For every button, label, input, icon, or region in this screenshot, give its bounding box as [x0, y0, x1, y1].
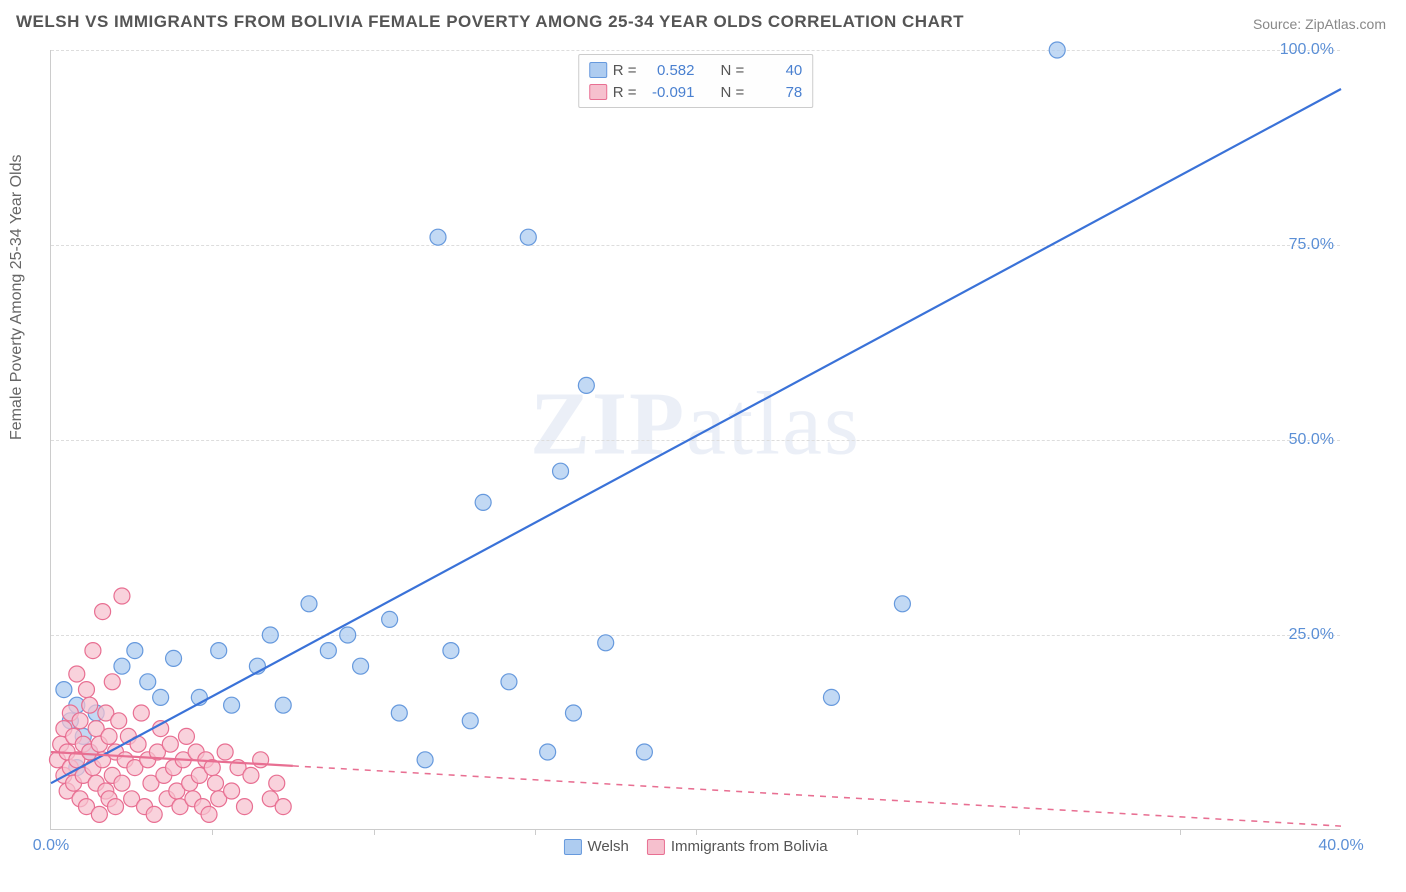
- data-point-bolivia: [178, 728, 194, 744]
- data-point-welsh: [56, 682, 72, 698]
- data-point-bolivia: [201, 806, 217, 822]
- data-point-bolivia: [217, 744, 233, 760]
- data-point-welsh: [166, 650, 182, 666]
- data-point-welsh: [462, 713, 478, 729]
- data-point-welsh: [224, 697, 240, 713]
- data-point-welsh: [475, 494, 491, 510]
- series-legend: Welsh Immigrants from Bolivia: [563, 838, 827, 855]
- legend-swatch-icon: [563, 839, 581, 855]
- data-point-welsh: [275, 697, 291, 713]
- data-point-bolivia: [82, 697, 98, 713]
- data-point-bolivia: [162, 736, 178, 752]
- data-point-bolivia: [69, 666, 85, 682]
- data-point-welsh: [417, 752, 433, 768]
- legend-row-welsh: R =0.582N =40: [589, 59, 803, 81]
- data-point-bolivia: [133, 705, 149, 721]
- data-point-welsh: [540, 744, 556, 760]
- data-point-welsh: [391, 705, 407, 721]
- data-point-welsh: [140, 674, 156, 690]
- data-point-bolivia: [101, 728, 117, 744]
- data-point-bolivia: [114, 588, 130, 604]
- data-point-bolivia: [85, 643, 101, 659]
- data-point-bolivia: [207, 775, 223, 791]
- data-point-welsh: [262, 627, 278, 643]
- data-point-welsh: [1049, 42, 1065, 58]
- data-point-welsh: [520, 229, 536, 245]
- data-point-welsh: [565, 705, 581, 721]
- legend-item-welsh: Welsh: [563, 838, 628, 855]
- chart-title: WELSH VS IMMIGRANTS FROM BOLIVIA FEMALE …: [16, 12, 964, 32]
- data-point-bolivia: [104, 674, 120, 690]
- data-point-welsh: [353, 658, 369, 674]
- data-point-welsh: [211, 643, 227, 659]
- legend-swatch-icon: [589, 84, 607, 100]
- data-point-welsh: [320, 643, 336, 659]
- data-point-bolivia: [224, 783, 240, 799]
- data-point-bolivia: [72, 713, 88, 729]
- data-point-welsh: [598, 635, 614, 651]
- data-point-welsh: [430, 229, 446, 245]
- legend-label: Welsh: [587, 838, 628, 855]
- data-point-bolivia: [237, 799, 253, 815]
- data-point-bolivia: [146, 806, 162, 822]
- legend-swatch-icon: [589, 62, 607, 78]
- data-point-welsh: [301, 596, 317, 612]
- data-point-welsh: [501, 674, 517, 690]
- data-point-welsh: [578, 377, 594, 393]
- data-point-bolivia: [91, 806, 107, 822]
- data-point-welsh: [382, 611, 398, 627]
- y-axis-label: Female Poverty Among 25-34 Year Olds: [8, 155, 26, 441]
- legend-swatch-icon: [647, 839, 665, 855]
- legend-item-bolivia: Immigrants from Bolivia: [647, 838, 828, 855]
- legend-row-bolivia: R =-0.091N =78: [589, 81, 803, 103]
- data-point-bolivia: [108, 799, 124, 815]
- correlation-legend: R =0.582N =40R =-0.091N =78: [578, 54, 814, 108]
- legend-label: Immigrants from Bolivia: [671, 838, 828, 855]
- source-attribution: Source: ZipAtlas.com: [1253, 16, 1386, 32]
- chart-svg: [51, 50, 1340, 829]
- data-point-welsh: [340, 627, 356, 643]
- data-point-welsh: [114, 658, 130, 674]
- data-point-welsh: [823, 689, 839, 705]
- data-point-welsh: [443, 643, 459, 659]
- data-point-welsh: [553, 463, 569, 479]
- data-point-bolivia: [111, 713, 127, 729]
- regression-line-bolivia-extrapolated: [293, 766, 1341, 826]
- data-point-welsh: [127, 643, 143, 659]
- plot-area: ZIPatlas 25.0%50.0%75.0%100.0%0.0%40.0% …: [50, 50, 1340, 830]
- regression-line-welsh: [51, 89, 1341, 783]
- data-point-bolivia: [114, 775, 130, 791]
- data-point-bolivia: [78, 682, 94, 698]
- data-point-welsh: [894, 596, 910, 612]
- data-point-bolivia: [269, 775, 285, 791]
- data-point-welsh: [153, 689, 169, 705]
- data-point-bolivia: [95, 604, 111, 620]
- data-point-bolivia: [275, 799, 291, 815]
- data-point-welsh: [636, 744, 652, 760]
- data-point-bolivia: [243, 767, 259, 783]
- x-tick-label: 40.0%: [1318, 837, 1363, 855]
- x-tick-label: 0.0%: [33, 837, 69, 855]
